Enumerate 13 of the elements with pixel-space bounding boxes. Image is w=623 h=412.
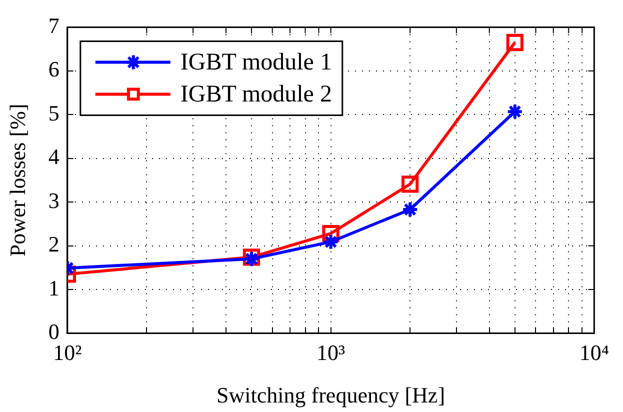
y-axis-title: Power losses [%] — [4, 104, 30, 257]
y-tick-label: 6 — [48, 56, 60, 82]
x-tick-label: 10⁴ — [579, 340, 610, 366]
y-tick-label: 4 — [48, 144, 60, 170]
y-tick-label: 5 — [48, 100, 60, 126]
legend-label: IGBT module 1 — [180, 49, 332, 76]
legend-label: IGBT module 2 — [180, 81, 332, 108]
y-tick-label: 7 — [48, 12, 60, 38]
y-tick-label: 3 — [48, 188, 60, 213]
y-tick-label: 2 — [48, 232, 60, 257]
x-tick-label: 10³ — [316, 340, 346, 366]
y-tick-label: 1 — [48, 275, 60, 300]
x-axis-title: Switching frequency [Hz] — [216, 382, 446, 408]
